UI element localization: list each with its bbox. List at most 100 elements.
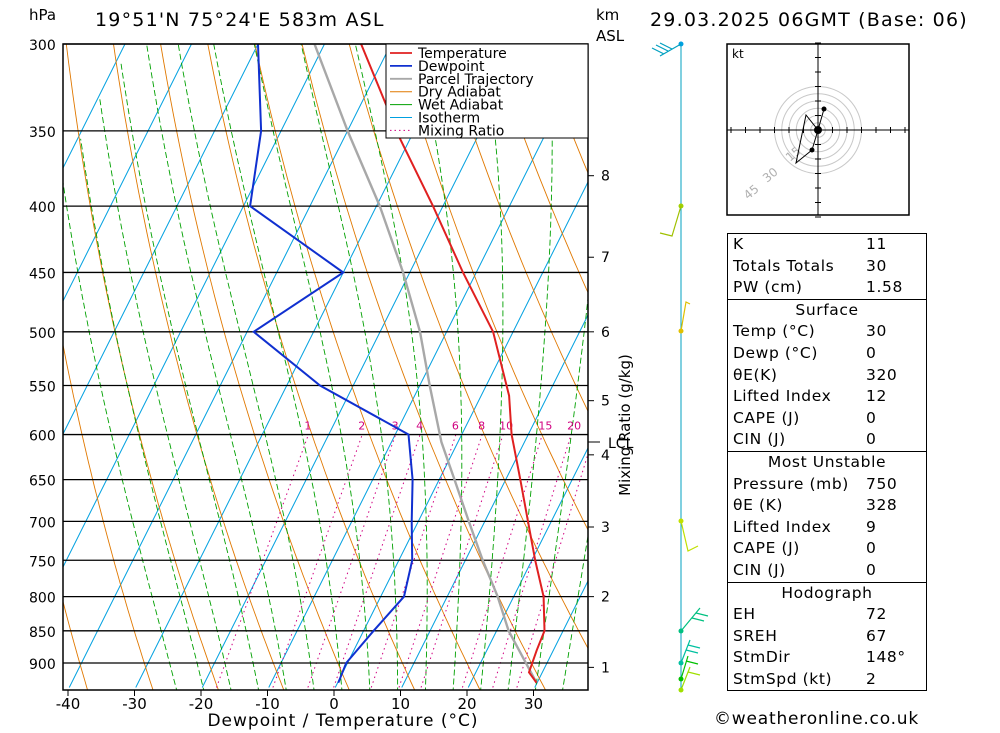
wind-barb bbox=[680, 301, 691, 332]
legend-label: Isotherm bbox=[418, 111, 480, 127]
pressure-tick-label: 400 bbox=[29, 200, 56, 216]
mixing-ratio-label: 4 bbox=[416, 420, 423, 433]
mixing-ratio-line bbox=[307, 434, 397, 688]
most-unstable-header: Most Unstable bbox=[767, 452, 887, 471]
stat-value: 0 bbox=[866, 560, 877, 579]
stat-value: 0 bbox=[866, 539, 877, 558]
pressure-tick-label: 650 bbox=[29, 474, 56, 490]
pressure-unit-label: hPa bbox=[29, 6, 56, 24]
profile-lines bbox=[249, 44, 546, 684]
stat-value: 12 bbox=[866, 387, 887, 406]
km-tick-label: 8 bbox=[601, 169, 610, 185]
axes: 300350400450500550600650700750800850900h… bbox=[29, 6, 634, 731]
km-tick-label: 7 bbox=[601, 250, 610, 266]
stat-label: Lifted Index bbox=[733, 387, 832, 406]
pressure-tick-label: 300 bbox=[29, 38, 56, 54]
stat-row: θE (K) 328 bbox=[728, 495, 926, 517]
stat-row: EH 72 bbox=[728, 604, 926, 626]
surface-box: Surface Temp (°C) 30 Dewp (°C) 0 θE(K) 320 … bbox=[727, 299, 927, 452]
legend-box bbox=[385, 43, 589, 139]
pressure-tick-label: 750 bbox=[29, 554, 56, 570]
hodograph-header: Hodograph bbox=[781, 583, 873, 602]
stat-label: StmDir bbox=[733, 648, 791, 667]
legend-label: Temperature bbox=[417, 46, 507, 62]
x-axis-title: Dewpoint / Temperature (°C) bbox=[207, 711, 478, 731]
stat-row: CIN (J) 0 bbox=[728, 429, 926, 451]
stat-value: 30 bbox=[866, 256, 887, 275]
dry-adiabat-line bbox=[63, 342, 154, 690]
stat-label: StmSpd (kt) bbox=[733, 669, 833, 688]
legend-label: Wet Adiabat bbox=[418, 98, 504, 114]
stat-row: CAPE (J) 0 bbox=[728, 538, 926, 560]
mixing-ratio-line bbox=[272, 434, 363, 688]
wind-barb bbox=[680, 607, 709, 632]
hodograph-unit-label: kt bbox=[732, 47, 744, 61]
isotherm-line bbox=[201, 44, 525, 688]
stat-row: SREH 67 bbox=[728, 626, 926, 648]
wet-adiabat-line bbox=[416, 44, 463, 690]
stat-value: 328 bbox=[866, 496, 898, 515]
mixing-ratio-line bbox=[215, 434, 309, 688]
legend-label: Parcel Trajectory bbox=[418, 72, 534, 88]
km-tick-label: 6 bbox=[601, 325, 610, 341]
mixing-ratio-label: 1 bbox=[304, 420, 311, 433]
stat-label: CAPE (J) bbox=[733, 408, 800, 427]
stat-value: 1.58 bbox=[866, 278, 903, 297]
stat-value: 0 bbox=[866, 408, 877, 427]
wet-adiabat-line bbox=[63, 179, 178, 690]
copyright-footer[interactable]: ©weatheronline.co.uk bbox=[714, 709, 920, 729]
stat-label: Pressure (mb) bbox=[733, 474, 849, 493]
wet-adiabat-line bbox=[146, 44, 287, 690]
lcl-label: LCL bbox=[608, 436, 634, 452]
stat-row: θE(K) 320 bbox=[728, 365, 926, 387]
isobar-lines bbox=[63, 43, 588, 664]
mixing-ratio-label: 10 bbox=[499, 420, 513, 433]
stat-value: 148° bbox=[866, 648, 906, 667]
isotherm-line bbox=[334, 180, 588, 688]
wet-adiabat-line bbox=[99, 97, 232, 690]
legend-label: Dewpoint bbox=[418, 59, 485, 75]
mixing-ratio-label: 8 bbox=[478, 420, 485, 433]
wet-adiabat-line bbox=[80, 138, 205, 690]
km-tick-label: 5 bbox=[601, 394, 610, 410]
stat-label: θE(K) bbox=[733, 365, 778, 384]
dry-adiabat-line bbox=[65, 44, 219, 690]
x-tick-label: -10 bbox=[255, 695, 280, 713]
isotherm-line bbox=[63, 44, 259, 436]
dry-adiabat-line bbox=[160, 44, 350, 690]
stat-value: 30 bbox=[866, 322, 887, 341]
temperature-line bbox=[360, 44, 546, 684]
wet-adiabat-line bbox=[213, 44, 343, 690]
dry-adiabat-line bbox=[951, 25, 1000, 694]
stat-label: θE (K) bbox=[733, 496, 784, 515]
x-tick-label: 20 bbox=[457, 695, 476, 713]
indices-box: K 11 Totals Totals 30 PW (cm) 1.58 bbox=[727, 233, 927, 300]
x-tick-label: 30 bbox=[524, 695, 543, 713]
km-unit-label: km bbox=[596, 6, 619, 24]
wind-barb bbox=[651, 42, 682, 57]
stat-row: CIN (J) 0 bbox=[728, 560, 926, 582]
stat-label: EH bbox=[733, 605, 756, 624]
isotherm-line bbox=[68, 44, 392, 688]
dry-adiabat-line bbox=[63, 599, 89, 690]
stat-value: 320 bbox=[866, 365, 898, 384]
stat-value: 0 bbox=[866, 430, 877, 449]
stat-label: CAPE (J) bbox=[733, 539, 800, 558]
mixing-ratio-label: 6 bbox=[452, 420, 459, 433]
wind-barb bbox=[680, 666, 701, 691]
stats-table: K 11 Totals Totals 30 PW (cm) 1.58 Surface … bbox=[727, 233, 927, 692]
mixing-ratio-label: 15 bbox=[538, 420, 552, 433]
pressure-tick-label: 450 bbox=[29, 266, 56, 282]
stat-row: Lifted Index 12 bbox=[728, 386, 926, 408]
isotherm-line bbox=[401, 313, 588, 688]
wet-adiabat-line bbox=[480, 44, 504, 690]
datetime-title: 29.03.2025 06GMT (Base: 06) bbox=[650, 9, 968, 31]
stat-row: Temp (°C) 30 bbox=[728, 321, 926, 343]
pressure-tick-label: 700 bbox=[29, 515, 56, 531]
stat-label: PW (cm) bbox=[733, 278, 803, 297]
stat-row: CAPE (J) 0 bbox=[728, 408, 926, 430]
legend-label: Mixing Ratio bbox=[418, 123, 504, 139]
stat-value: 0 bbox=[866, 343, 877, 362]
isotherm-line bbox=[63, 44, 192, 303]
hodograph-point bbox=[821, 106, 827, 112]
